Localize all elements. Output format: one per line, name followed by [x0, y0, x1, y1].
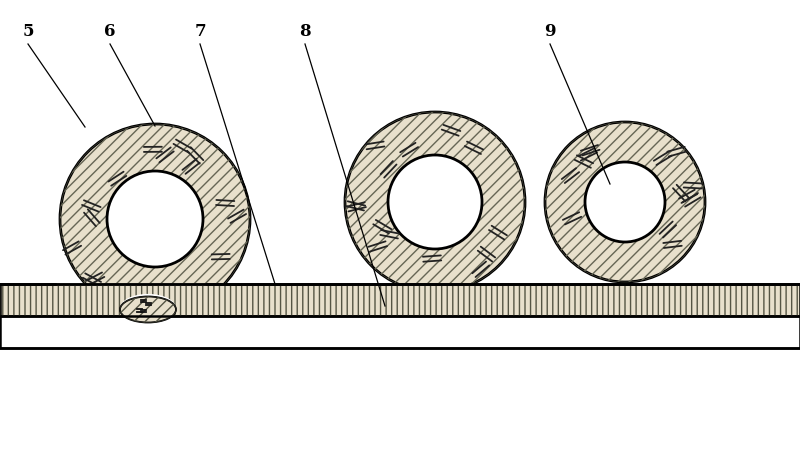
- Ellipse shape: [120, 294, 176, 322]
- Circle shape: [345, 112, 525, 292]
- Bar: [0, 316, 800, 474]
- Ellipse shape: [120, 297, 176, 322]
- Text: 6: 6: [104, 23, 116, 40]
- Text: 5: 5: [22, 23, 34, 40]
- Bar: [0, 284, 800, 316]
- Circle shape: [585, 162, 665, 242]
- Text: 8: 8: [299, 23, 311, 40]
- Text: 7: 7: [194, 23, 206, 40]
- Circle shape: [60, 124, 250, 314]
- Bar: [0, 284, 800, 316]
- Circle shape: [107, 171, 203, 267]
- Circle shape: [545, 122, 705, 282]
- Bar: [0, 316, 800, 348]
- Circle shape: [388, 155, 482, 249]
- Text: 9: 9: [544, 23, 556, 40]
